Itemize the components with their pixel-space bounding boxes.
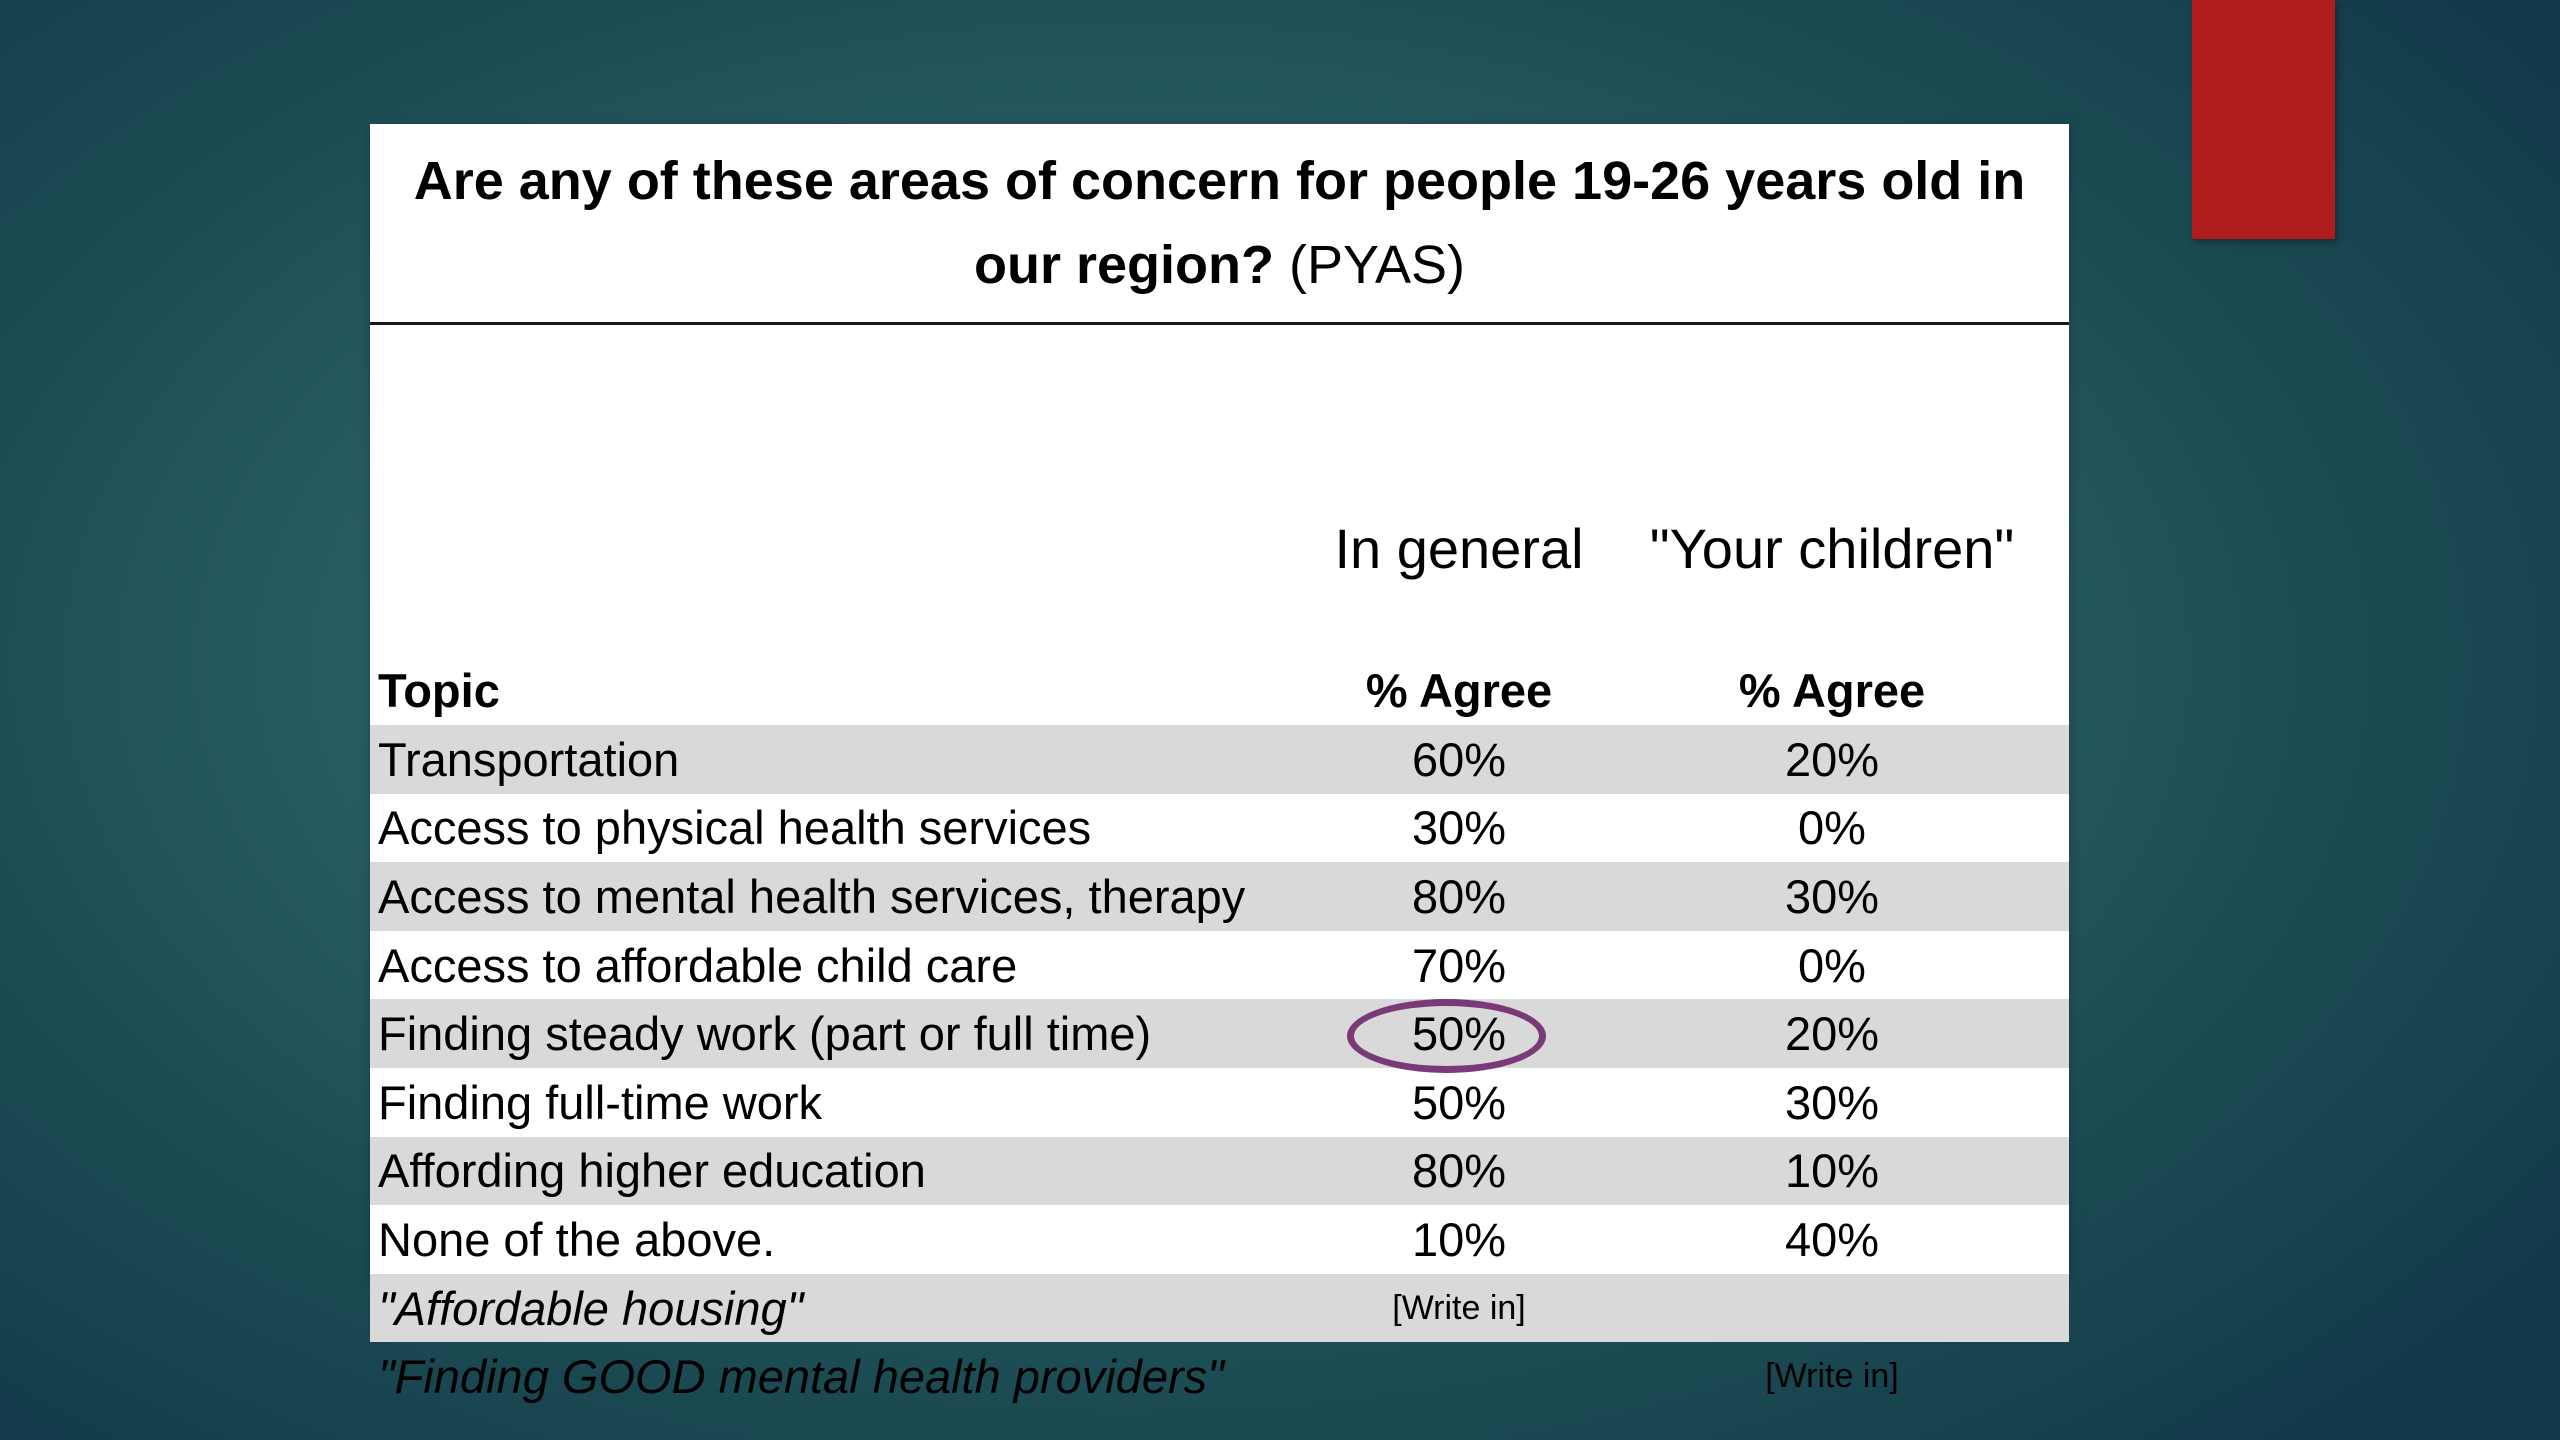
slide-title: Are any of these areas of concern for pe… — [370, 124, 2069, 325]
row-topic: Access to mental health services, therap… — [378, 869, 1246, 923]
column-header-general-agree: % Agree — [1365, 663, 1553, 717]
table-row: "Finding GOOD mental health providers" [… — [370, 1342, 2069, 1411]
group-header-your-children: "Your children" — [1649, 517, 2015, 580]
row-children-value: 30% — [1784, 1075, 1880, 1129]
row-children-value: 10% — [1784, 1144, 1880, 1198]
row-topic: None of the above. — [378, 1212, 776, 1266]
row-general-value: [Write in] — [1392, 1288, 1526, 1327]
row-children-value: 20% — [1784, 1007, 1880, 1061]
table-row: Finding steady work (part or full time) … — [370, 999, 2069, 1068]
row-general-value: 70% — [1411, 938, 1507, 992]
table-header-row: Topic % Agree % Agree — [370, 655, 2069, 725]
table-row: Transportation 60% 20% — [370, 725, 2069, 794]
row-children-value: 30% — [1784, 869, 1880, 923]
red-accent-tab — [2192, 0, 2335, 239]
row-topic: Finding full-time work — [378, 1075, 823, 1129]
title-source: (PYAS) — [1288, 235, 1466, 295]
row-general-value: 50% — [1411, 1075, 1507, 1129]
table-row: Access to physical health services 30% 0… — [370, 794, 2069, 863]
row-children-value: 40% — [1784, 1212, 1880, 1266]
row-topic: Transportation — [378, 732, 680, 786]
column-header-topic: Topic — [378, 663, 500, 717]
row-topic: "Affordable housing" — [378, 1281, 804, 1335]
row-children-value: [Write in] — [1765, 1357, 1899, 1396]
table-row: Access to affordable child care 70% 0% — [370, 931, 2069, 1000]
row-general-value: 30% — [1411, 801, 1507, 855]
row-topic: Affording higher education — [378, 1144, 926, 1198]
table-row: Finding full-time work 50% 30% — [370, 1068, 2069, 1137]
concern-table: Topic % Agree % Agree Transportation 60%… — [370, 655, 2069, 1411]
slide-table-card: Are any of these areas of concern for pe… — [370, 124, 2069, 1403]
row-general-value: 80% — [1411, 1144, 1507, 1198]
row-topic: "Finding GOOD mental health providers" — [378, 1350, 1224, 1404]
row-children-value: 20% — [1784, 732, 1880, 786]
group-header-in-general: In general — [1334, 517, 1584, 580]
row-general-value: 60% — [1411, 732, 1507, 786]
row-topic: Access to affordable child care — [378, 938, 1018, 992]
row-general-value: 50% — [1411, 1007, 1507, 1061]
row-children-value: 0% — [1798, 938, 1866, 992]
table-row: None of the above. 10% 40% — [370, 1205, 2069, 1274]
row-topic: Finding steady work (part or full time) — [378, 1007, 1152, 1061]
table-row: Affording higher education 80% 10% — [370, 1136, 2069, 1206]
table-row: Access to mental health services, therap… — [370, 862, 2069, 931]
row-children-value: 0% — [1798, 801, 1866, 855]
table-row: "Affordable housing" [Write in] — [370, 1273, 2069, 1343]
row-general-value: 80% — [1411, 869, 1507, 923]
column-header-children-agree: % Agree — [1738, 663, 1926, 717]
title-question: Are any of these areas of concern for pe… — [413, 151, 2026, 295]
row-topic: Access to physical health services — [378, 801, 1092, 855]
row-general-value: 10% — [1411, 1212, 1507, 1266]
